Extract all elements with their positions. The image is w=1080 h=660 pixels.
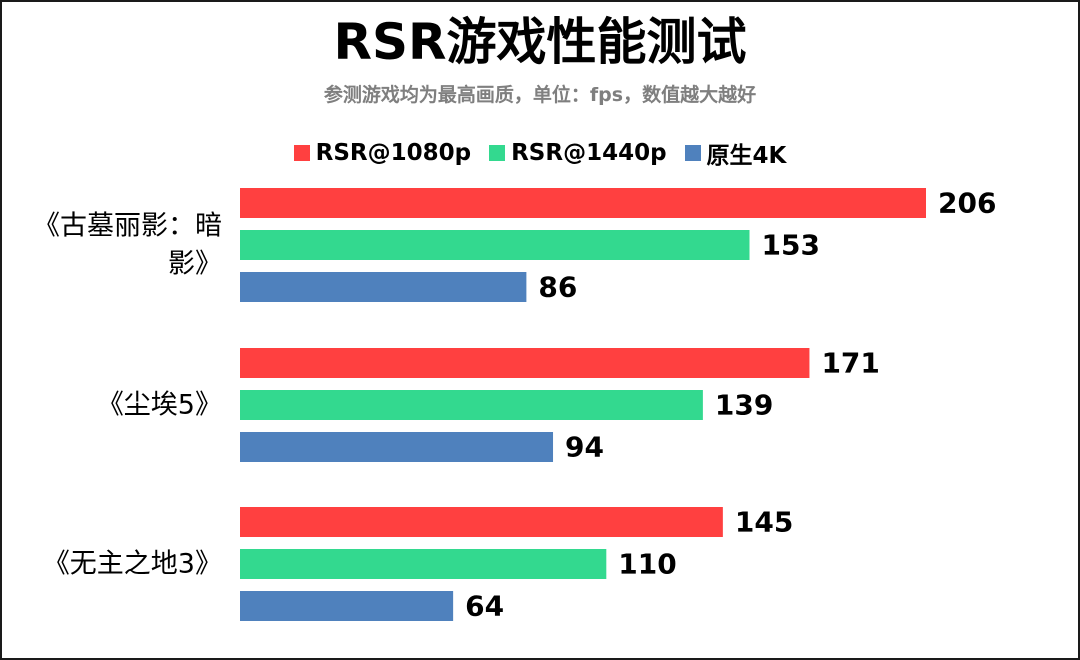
bar	[240, 432, 554, 462]
legend-label-native-4k: 原生4K	[706, 143, 787, 169]
bar	[240, 272, 527, 302]
legend-swatch-rsr-1440p	[489, 145, 506, 161]
category-label: 《尘埃5》	[97, 390, 222, 421]
legend-label-rsr-1440p: RSR@1440p	[511, 140, 667, 166]
bar-value-label: 206	[938, 187, 996, 220]
chart-subtitle: 参测游戏均为最高画质，单位：fps，数值越大越好	[323, 84, 757, 106]
bar-value-label: 153	[762, 229, 820, 262]
bar	[240, 230, 750, 260]
bar	[240, 188, 926, 218]
legend-item-native-4k: 原生4K	[684, 136, 787, 170]
bar-value-label: 94	[565, 431, 604, 464]
category-label: 《古墓丽影：暗影》	[33, 211, 222, 280]
bar	[240, 549, 607, 579]
chart-title: RSR游戏性能测试	[333, 13, 747, 71]
bar-value-label: 171	[821, 347, 879, 380]
bar-value-label: 110	[618, 548, 676, 581]
legend-label-rsr-1080p: RSR@1080p	[315, 140, 472, 166]
bar-value-label: 145	[735, 506, 793, 539]
legend-swatch-native-4k	[684, 145, 701, 161]
bar	[240, 591, 454, 621]
legend-item-rsr-1440p: RSR@1440p	[489, 140, 667, 166]
bar-value-label: 64	[465, 590, 504, 623]
bar	[240, 390, 703, 420]
bar-value-label: 139	[715, 389, 773, 422]
bar	[240, 348, 810, 378]
category-label: 《无主之地3》	[43, 549, 222, 580]
legend-item-rsr-1080p: RSR@1080p	[293, 140, 472, 166]
bar	[240, 507, 723, 537]
legend-swatch-rsr-1080p	[293, 145, 310, 161]
chart-legend: RSR@1080p RSR@1440p 原生4K	[0, 136, 1080, 170]
bar-value-label: 86	[538, 271, 577, 304]
